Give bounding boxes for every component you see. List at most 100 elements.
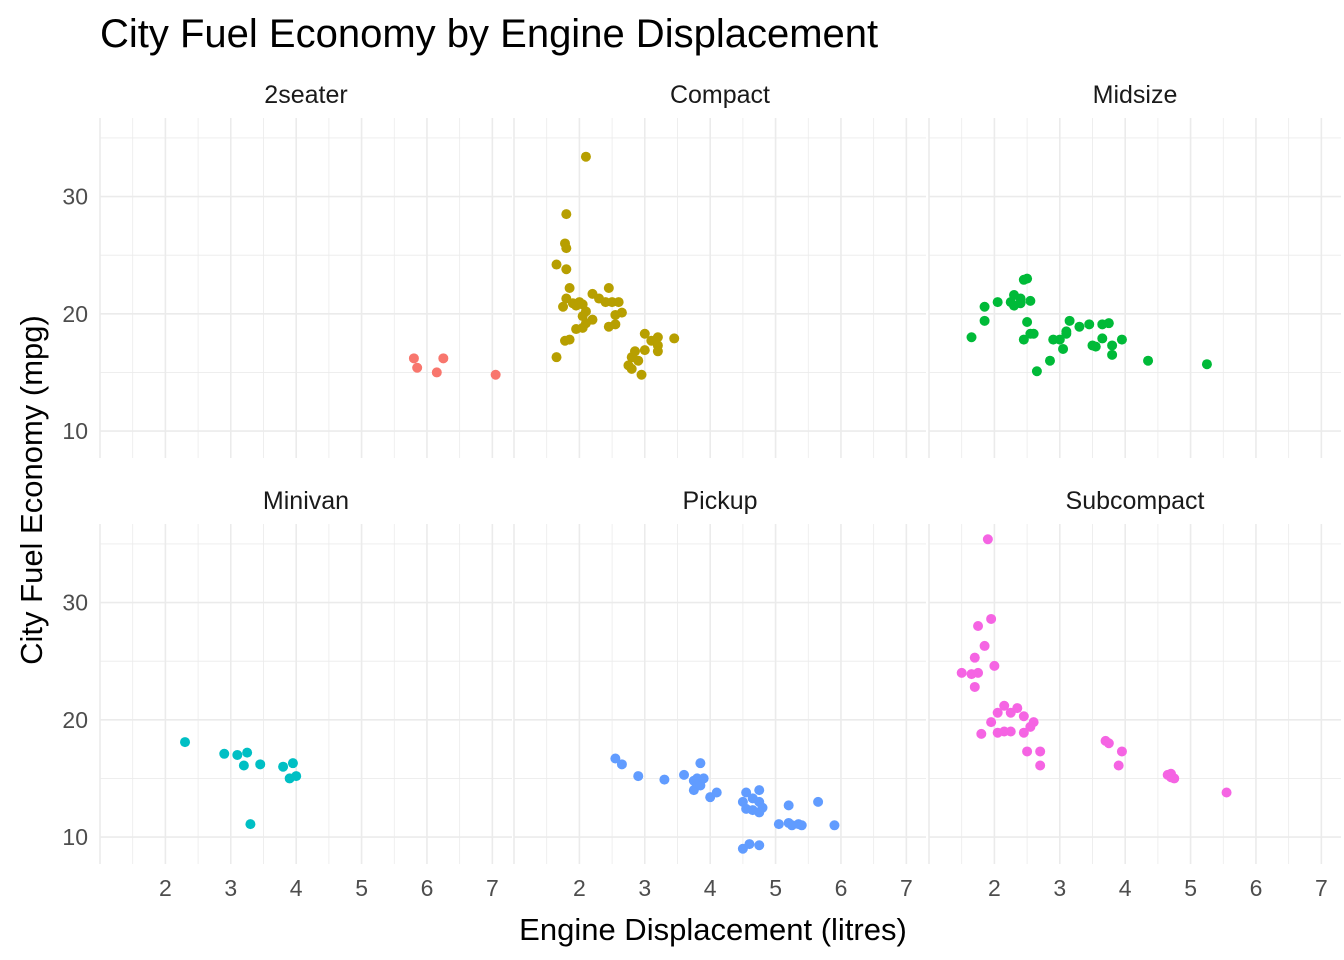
data-point — [1064, 315, 1075, 326]
points-compact — [551, 151, 680, 380]
data-point — [561, 209, 572, 220]
y-tick-label: 10 — [62, 418, 88, 444]
data-point — [603, 283, 614, 293]
data-point — [973, 667, 984, 678]
data-point — [986, 717, 997, 728]
points-subcompact — [956, 534, 1232, 798]
data-point — [1025, 295, 1036, 306]
data-point — [989, 660, 1000, 671]
facet-minivan: Minivan 10 20 30 2 3 4 5 6 7 — [62, 487, 512, 901]
data-point — [287, 758, 298, 769]
data-point — [610, 309, 621, 320]
data-point — [659, 774, 670, 785]
data-point — [1044, 355, 1055, 366]
data-point — [1221, 787, 1232, 798]
data-point — [412, 362, 423, 373]
x-tick-label: 2 — [159, 875, 172, 901]
data-point — [561, 243, 572, 254]
data-point — [679, 769, 690, 780]
data-point — [1022, 317, 1033, 327]
data-point — [1116, 334, 1127, 345]
data-point — [829, 820, 840, 831]
data-point — [551, 259, 562, 270]
y-tick-label: 10 — [62, 824, 88, 850]
data-point — [813, 796, 824, 807]
data-point — [1054, 334, 1065, 345]
data-point — [610, 753, 621, 764]
facet-label-2seater: 2seater — [264, 81, 347, 109]
facet-grid: 2seater 10 20 30 Compact Midsize Minivan 10 20 30… — [62, 81, 1341, 901]
data-point — [245, 819, 256, 830]
data-point — [291, 771, 302, 782]
data-point — [1116, 746, 1127, 757]
x-tick-label: 3 — [224, 875, 237, 901]
x-tick-label: 6 — [1250, 875, 1263, 901]
data-point — [636, 369, 647, 380]
data-point — [979, 315, 990, 326]
data-point — [639, 328, 650, 339]
data-point — [1035, 760, 1046, 771]
data-point — [1103, 318, 1114, 329]
data-point — [561, 264, 572, 275]
data-point — [1113, 760, 1124, 771]
data-point — [564, 283, 575, 293]
data-point — [992, 297, 1003, 308]
gridlines — [513, 524, 926, 864]
data-point — [1107, 349, 1118, 360]
data-point — [669, 333, 680, 344]
data-point — [551, 352, 562, 363]
x-tick-label: 3 — [638, 875, 651, 901]
facet-label-subcompact: Subcompact — [1066, 487, 1205, 515]
data-point — [1018, 334, 1029, 345]
data-point — [232, 749, 243, 760]
data-point — [255, 759, 266, 770]
data-point — [966, 332, 977, 343]
data-point — [1035, 746, 1046, 757]
data-point — [610, 319, 621, 330]
data-point — [1103, 738, 1114, 749]
facet-label-compact: Compact — [670, 81, 770, 109]
data-point — [408, 353, 419, 364]
data-point — [560, 335, 571, 346]
data-point — [1018, 727, 1029, 738]
data-point — [979, 640, 990, 651]
facet-midsize: Midsize — [928, 81, 1341, 458]
data-point — [1012, 703, 1023, 714]
facet-label-midsize: Midsize — [1093, 81, 1178, 109]
data-point — [1074, 321, 1085, 332]
y-tick-label: 20 — [62, 301, 88, 327]
points-2seater — [408, 353, 501, 380]
data-point — [986, 613, 997, 624]
data-point — [1022, 746, 1033, 757]
x-tick-label: 6 — [421, 875, 434, 901]
data-point — [976, 728, 987, 739]
data-point — [973, 621, 984, 631]
data-point — [969, 681, 980, 692]
data-point — [616, 759, 627, 770]
y-tick-label: 30 — [62, 590, 88, 616]
data-point — [969, 652, 980, 663]
data-point — [754, 785, 765, 796]
facet-label-pickup: Pickup — [682, 487, 757, 515]
facet-2seater: 2seater 10 20 30 — [62, 81, 512, 458]
data-point — [1022, 273, 1033, 284]
gridlines — [928, 524, 1341, 864]
data-point — [1005, 726, 1016, 737]
data-point — [629, 346, 640, 357]
data-point — [571, 324, 582, 335]
y-tick-label: 20 — [62, 707, 88, 733]
x-tick-label: 5 — [1184, 875, 1197, 901]
data-point — [1201, 359, 1212, 370]
data-point — [1090, 341, 1101, 352]
data-point — [613, 297, 624, 308]
points-pickup — [610, 753, 840, 854]
data-point — [580, 151, 591, 162]
x-tick-label: 4 — [1119, 875, 1132, 901]
data-point — [633, 771, 644, 782]
data-point — [796, 820, 807, 831]
data-point — [698, 773, 709, 784]
data-point — [744, 839, 755, 850]
data-point — [490, 369, 501, 380]
data-point — [956, 667, 967, 678]
data-point — [982, 534, 993, 545]
